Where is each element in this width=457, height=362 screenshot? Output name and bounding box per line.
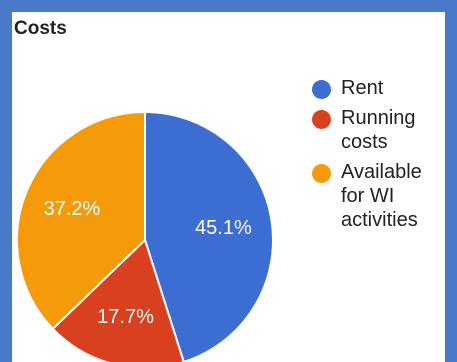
legend-item-rent: Rent: [312, 76, 445, 100]
pie-slice-labels: 45.1% 17.7% 37.2%: [44, 198, 252, 328]
pie-chart: 45.1% 17.7% 37.2%: [16, 110, 274, 362]
pie-slice-label-running-costs: 17.7%: [97, 306, 154, 328]
legend-marker-running-costs: [312, 110, 331, 129]
pie-slice-running-costs: [51, 238, 185, 362]
pie-slice-label-rent: 45.1%: [195, 217, 252, 239]
pie-slices: [16, 110, 274, 362]
legend-item-running-costs: Running costs: [312, 106, 445, 154]
legend-label-running-costs: Running costs: [341, 107, 416, 153]
chart-title: Costs: [14, 18, 67, 39]
legend-label-available-for-wi-activities: Available for WI activities: [341, 161, 422, 231]
legend-label-rent: Rent: [341, 77, 384, 99]
pie-slice-rent: [144, 110, 274, 362]
pie-slice-available-for-wi-activities: [16, 110, 146, 331]
chart-panel: Costs 45.1% 17.7% 37.2% Rent Running costs…: [12, 12, 445, 362]
pie-slice-label-available-for-wi-activities: 37.2%: [44, 198, 101, 220]
legend: Rent Running costs Available for WI acti…: [312, 76, 445, 238]
legend-marker-rent: [312, 80, 331, 99]
legend-item-available-for-wi-activities: Available for WI activities: [312, 160, 445, 232]
legend-marker-available-for-wi-activities: [312, 164, 331, 183]
